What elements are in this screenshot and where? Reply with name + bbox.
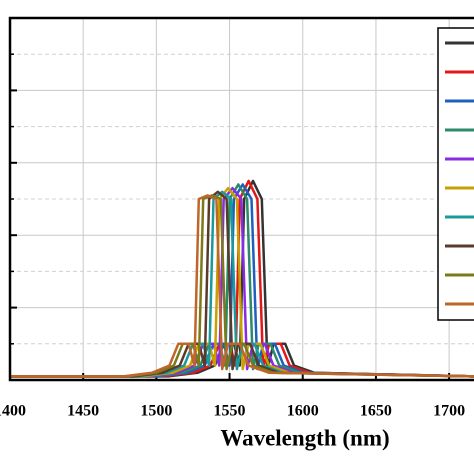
legend-box	[437, 27, 474, 321]
series-line	[10, 179, 474, 378]
x-tick-label: 1550	[214, 403, 246, 420]
x-tick-label: 1500	[140, 403, 172, 420]
x-tick-label: 1700	[433, 403, 465, 420]
plot-frame	[8, 16, 474, 382]
series-line	[10, 186, 474, 378]
series-line	[10, 194, 474, 378]
series-line	[10, 194, 474, 378]
x-tick-label: 1600	[287, 403, 319, 420]
series-line	[10, 190, 474, 378]
x-axis-title: Wavelength (nm)	[220, 425, 389, 450]
x-tick-label: 1450	[67, 403, 99, 420]
x-tick-label: 1650	[360, 403, 392, 420]
x-tick-label: 1400	[0, 403, 26, 420]
series-line	[10, 183, 474, 378]
series-line	[10, 179, 474, 378]
